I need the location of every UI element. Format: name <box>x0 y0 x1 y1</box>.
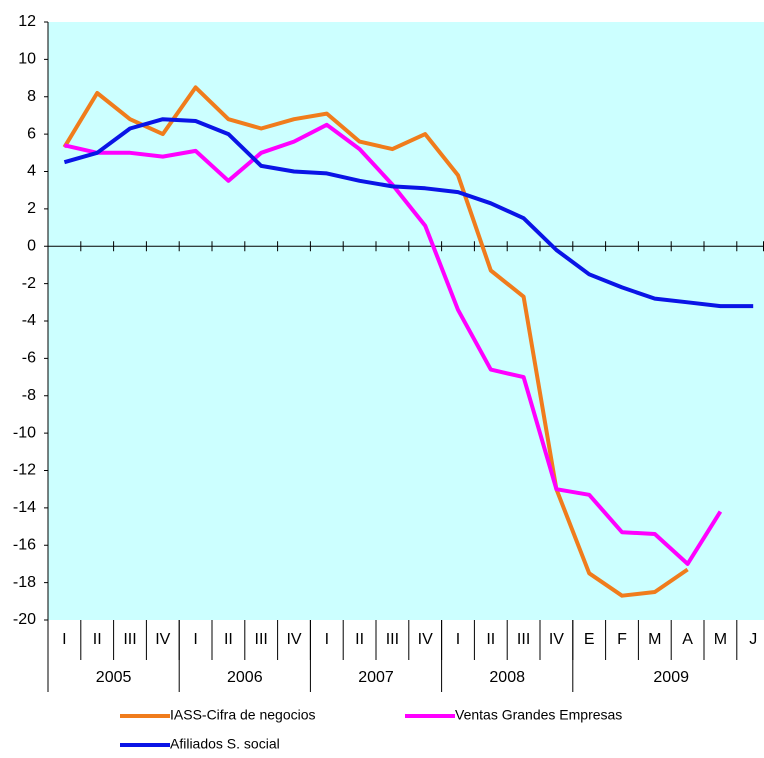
x-tick-label: II <box>486 631 495 648</box>
x-tick-label: IV <box>418 631 433 648</box>
y-tick-label: -12 <box>13 462 36 479</box>
y-tick-label: 2 <box>27 200 36 217</box>
legend-label: IASS-Cifra de negocios <box>170 707 316 723</box>
y-tick-label: -4 <box>22 312 36 329</box>
x-tick-label: III <box>386 631 399 648</box>
x-tick-label: E <box>584 631 595 648</box>
x-tick-label: M <box>648 631 661 648</box>
x-tick-label: I <box>456 631 460 648</box>
y-tick-label: 12 <box>18 13 36 30</box>
x-tick-label: II <box>93 631 102 648</box>
y-tick-label: 4 <box>27 163 36 180</box>
group-label: 2005 <box>96 669 132 686</box>
y-tick-label: 6 <box>27 125 36 142</box>
x-tick-label: III <box>255 631 268 648</box>
x-tick-label: II <box>355 631 364 648</box>
group-label: 2007 <box>358 669 394 686</box>
x-tick-label: M <box>714 631 727 648</box>
legend-label: Ventas Grandes Empresas <box>455 707 622 723</box>
series-line <box>63 117 754 309</box>
x-tick-label: I <box>193 631 197 648</box>
x-tick-label: III <box>123 631 136 648</box>
x-tick-label: A <box>682 631 693 648</box>
y-tick-label: -18 <box>13 574 36 591</box>
y-tick-label: -6 <box>22 350 36 367</box>
y-tick-label: -14 <box>13 499 36 516</box>
legend-label: Afiliados S. social <box>170 736 280 752</box>
x-tick-label: IV <box>286 631 301 648</box>
y-tick-label: 10 <box>18 51 36 68</box>
group-label: 2008 <box>489 669 525 686</box>
x-tick-label: F <box>617 631 627 648</box>
x-tick-label: J <box>749 631 757 648</box>
group-label: 2009 <box>653 669 689 686</box>
group-label: 2006 <box>227 669 263 686</box>
y-tick-label: -20 <box>13 611 36 628</box>
x-tick-label: I <box>325 631 329 648</box>
y-tick-label: -10 <box>13 424 36 441</box>
y-tick-label: -8 <box>22 387 36 404</box>
plot-background <box>48 22 764 620</box>
y-tick-label: 0 <box>27 237 36 254</box>
y-tick-label: -2 <box>22 275 36 292</box>
y-tick-label: -16 <box>13 536 36 553</box>
x-tick-label: III <box>517 631 530 648</box>
x-tick-label: I <box>62 631 66 648</box>
x-tick-label: II <box>224 631 233 648</box>
x-tick-label: IV <box>549 631 564 648</box>
y-tick-label: 8 <box>27 88 36 105</box>
x-tick-label: IV <box>155 631 170 648</box>
series-line <box>62 85 689 598</box>
